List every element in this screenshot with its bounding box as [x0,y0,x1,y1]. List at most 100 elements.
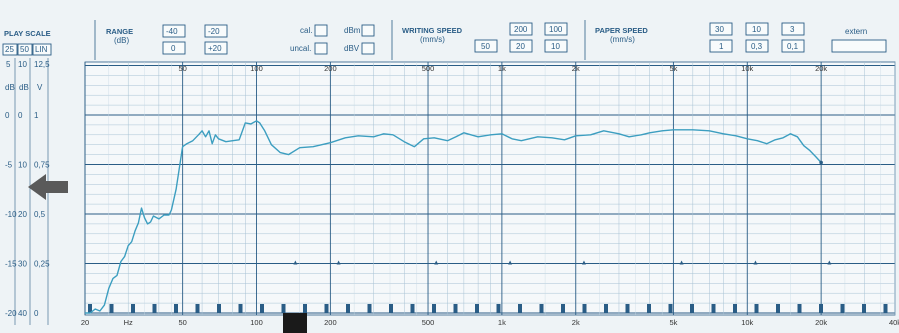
series-end-point [819,160,823,165]
bottom-tick-block [690,304,694,313]
paper-speed-box-3[interactable] [781,22,805,36]
y-label-db: -15 [5,260,17,269]
paper-speed-title: PAPER SPEED [595,26,648,35]
writing-speed-box-10[interactable] [544,39,568,53]
marker-triangle [679,260,684,265]
bottom-tick-block [88,304,92,313]
range-box-plus20[interactable] [204,41,228,55]
range-value-minus40: -40 [166,27,178,36]
x-tick-label: 40k [889,318,899,327]
bottom-tick-block [776,304,780,313]
play-scale-box-lin[interactable] [32,43,52,56]
writing-speed-value-200: 200 [514,25,528,34]
paper-speed-box-30[interactable] [709,22,733,36]
paper-speed-box-10[interactable] [745,22,769,36]
x-tick-label: 2k [572,318,580,327]
bottom-tick-block [668,304,673,313]
bottom-tick-block [195,304,200,313]
paper-speed-box-0-1[interactable] [781,39,805,53]
y-label-v: 1 [34,111,39,120]
range-box-minus40[interactable] [162,24,186,38]
x-top-label: 500 [422,64,435,73]
bottom-tick-block [324,304,329,313]
writing-speed-box-200[interactable] [509,22,533,36]
range-title: RANGE [106,27,133,36]
bottom-tick-block [819,304,823,313]
bottom-tick-block [647,304,651,313]
dbm-box[interactable] [361,24,375,37]
x-top-label: 100 [250,64,263,73]
bottom-tick-block [303,304,307,313]
y-label-db2: 30 [18,260,27,269]
paper-speed-box-0-3[interactable] [745,39,769,53]
x-tick-label: 100 [250,318,263,327]
bottom-tick-block [453,304,458,313]
paper-speed-value-3: 3 [790,25,795,34]
bottom-tick-block [217,304,221,313]
marker-triangle [753,260,758,265]
cal-box[interactable] [314,24,328,37]
header: PLAY SCALE 25 50 LIN RANGE (dB) -40 -20 … [2,20,887,60]
scale-unit-v: V [37,83,43,92]
play-scale-box-25[interactable] [2,43,18,56]
x-tick-label: 20 [81,318,89,327]
bottom-tick-block [625,304,630,313]
range-value-plus20: +20 [208,44,222,53]
bottom-tick-block [840,304,845,313]
bottom-tick-block [109,304,114,313]
cursor-marker [283,313,307,333]
arrow-left-icon [28,174,68,200]
marker-triangle [434,260,439,265]
bottom-tick-block [238,304,243,313]
bottom-tick-block [754,304,759,313]
bottom-tick-block [389,304,393,313]
y-label-db: -20 [5,309,17,318]
uncal-box[interactable] [314,42,328,55]
scale-top-10: 10 [18,60,27,69]
x-top-label: 200 [324,64,337,73]
writing-speed-box-50[interactable] [474,39,498,53]
x-top-label: 10k [741,64,753,73]
range-value-minus20: -20 [208,27,220,36]
bottom-tick-block [797,304,802,313]
x-tick-label: 1k [498,318,506,327]
cal-label: cal. [300,26,312,35]
scale-top-12-5: 12,5 [34,60,50,69]
paper-speed-value-0-3: 0,3 [751,42,763,51]
x-tick-label: 200 [324,318,337,327]
bottom-tick-block [174,304,178,313]
writing-speed-box-100[interactable] [544,22,568,36]
range-box-0[interactable] [162,41,186,55]
dbv-label: dBV [344,44,360,53]
writing-speed-box-20[interactable] [509,39,533,53]
writing-speed-unit: (mm/s) [420,35,445,44]
x-tick-label: 500 [422,318,435,327]
writing-speed-value-20: 20 [516,42,525,51]
bottom-tick-block [711,304,716,313]
writing-speed-value-100: 100 [549,25,563,34]
bottom-tick-block [518,304,522,313]
x-top-label: 1k [498,64,506,73]
y-label-v: 0,25 [34,260,50,269]
extern-label: extern [845,27,867,36]
uncal-label: uncal. [290,44,311,53]
x-axis-labels: 20 Hz 50 100 200 500 1k 2k 5k 10k 20k 40k 50 100 200 50… [81,64,899,327]
marker-triangle [508,260,513,265]
marker-triangle [336,260,341,265]
dbv-box[interactable] [361,42,375,55]
x-top-label: 5k [669,64,677,73]
play-scale-option-25: 25 [5,45,14,54]
range-box-minus20[interactable] [204,24,228,38]
marker-triangle [581,260,586,265]
range-unit: (dB) [114,36,129,45]
bottom-tick-block [131,304,135,313]
writing-speed-value-50: 50 [481,42,490,51]
play-scale-title: PLAY SCALE [4,29,51,38]
extern-box[interactable] [831,39,887,53]
bottom-tick-block [604,304,608,313]
x-tick-label: Hz [124,318,133,327]
play-scale-box-50[interactable] [17,43,33,56]
paper-speed-box-1[interactable] [709,39,733,53]
grid [84,62,896,315]
writing-speed-value-10: 10 [551,42,560,51]
